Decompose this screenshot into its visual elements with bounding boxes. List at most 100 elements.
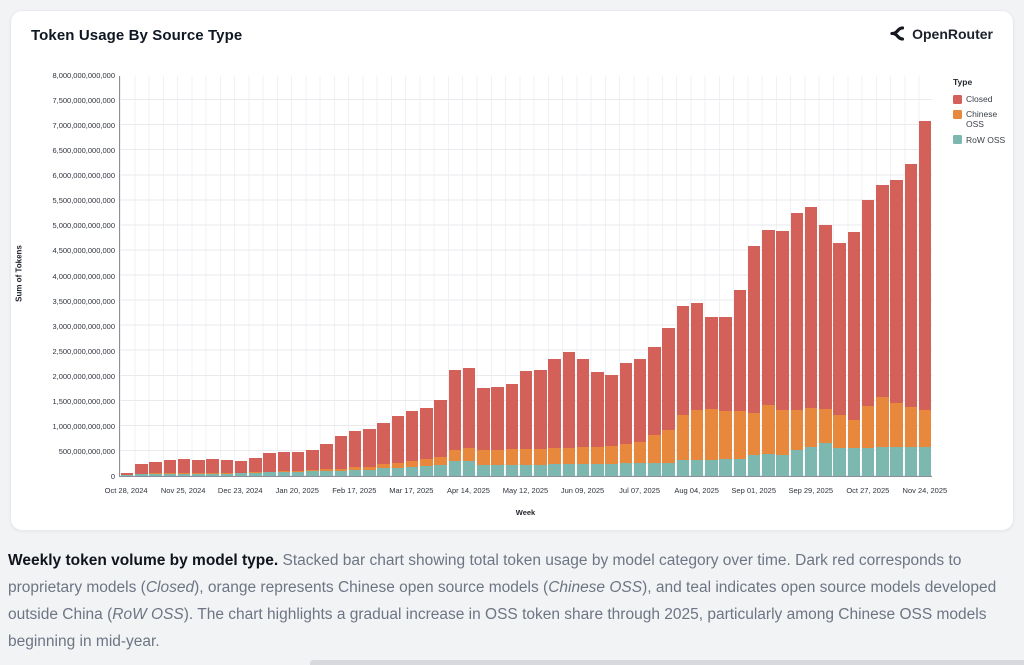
bar-segment-row-oss[interactable]: [306, 471, 319, 476]
bar-segment-row-oss[interactable]: [790, 449, 804, 476]
bar-week-46[interactable]: [776, 76, 790, 476]
bar-segment-closed[interactable]: [804, 206, 818, 409]
bar-week-39[interactable]: [676, 76, 690, 476]
bar-week-54[interactable]: [890, 76, 904, 476]
bar-segment-closed[interactable]: [690, 303, 704, 410]
bar-segment-chinese-oss[interactable]: [690, 409, 704, 460]
bar-segment-chinese-oss[interactable]: [776, 409, 789, 455]
bar-segment-chinese-oss[interactable]: [847, 419, 861, 448]
bar-segment-chinese-oss[interactable]: [391, 463, 405, 469]
bar-segment-row-oss[interactable]: [363, 470, 376, 476]
bar-week-7[interactable]: [220, 76, 234, 476]
bar-segment-closed[interactable]: [676, 306, 690, 415]
bar-week-51[interactable]: [847, 76, 861, 476]
bar-segment-closed[interactable]: [762, 230, 775, 405]
bar-segment-closed[interactable]: [220, 459, 234, 473]
bar-week-8[interactable]: [234, 76, 248, 476]
bar-segment-closed[interactable]: [705, 316, 718, 410]
bar-segment-closed[interactable]: [206, 458, 219, 473]
bar-segment-closed[interactable]: [534, 369, 547, 449]
bar-segment-chinese-oss[interactable]: [790, 409, 804, 450]
bar-segment-row-oss[interactable]: [876, 446, 889, 476]
bar-week-14[interactable]: [320, 76, 334, 476]
bar-segment-row-oss[interactable]: [234, 473, 248, 476]
bar-week-20[interactable]: [405, 76, 419, 476]
bar-segment-closed[interactable]: [149, 461, 162, 474]
bar-segment-chinese-oss[interactable]: [733, 410, 747, 459]
bar-segment-row-oss[interactable]: [477, 465, 490, 476]
bar-week-40[interactable]: [690, 76, 704, 476]
bar-segment-chinese-oss[interactable]: [135, 473, 148, 474]
brand-lockup[interactable]: OpenRouter: [888, 25, 993, 42]
bar-segment-row-oss[interactable]: [405, 466, 419, 476]
bar-segment-row-oss[interactable]: [904, 447, 918, 476]
bar-segment-row-oss[interactable]: [591, 463, 604, 476]
bar-week-34[interactable]: [605, 76, 619, 476]
bar-segment-chinese-oss[interactable]: [876, 396, 889, 447]
bar-segment-row-oss[interactable]: [192, 473, 205, 476]
bar-segment-row-oss[interactable]: [804, 446, 818, 476]
bar-week-31[interactable]: [562, 76, 576, 476]
bar-segment-chinese-oss[interactable]: [377, 463, 390, 469]
bar-segment-closed[interactable]: [890, 179, 903, 403]
bar-segment-row-oss[interactable]: [776, 454, 789, 476]
bar-segment-chinese-oss[interactable]: [334, 468, 348, 471]
bar-segment-chinese-oss[interactable]: [804, 408, 818, 447]
bar-week-48[interactable]: [804, 76, 818, 476]
bar-segment-chinese-oss[interactable]: [249, 471, 262, 473]
bar-segment-closed[interactable]: [562, 351, 576, 448]
bar-week-29[interactable]: [533, 76, 547, 476]
bar-segment-row-oss[interactable]: [534, 464, 547, 476]
bar-week-42[interactable]: [719, 76, 733, 476]
bar-segment-chinese-oss[interactable]: [591, 446, 604, 464]
bar-segment-row-oss[interactable]: [705, 459, 718, 476]
bar-week-13[interactable]: [305, 76, 319, 476]
bar-segment-row-oss[interactable]: [391, 468, 405, 476]
bar-segment-chinese-oss[interactable]: [918, 410, 932, 447]
bar-segment-closed[interactable]: [633, 359, 647, 442]
bar-segment-chinese-oss[interactable]: [462, 448, 476, 461]
bar-segment-closed[interactable]: [306, 450, 319, 470]
bar-week-4[interactable]: [177, 76, 191, 476]
bar-segment-closed[interactable]: [548, 359, 561, 448]
bar-week-3[interactable]: [163, 76, 177, 476]
bar-segment-row-oss[interactable]: [833, 447, 846, 476]
bar-segment-chinese-oss[interactable]: [491, 449, 504, 466]
bar-segment-closed[interactable]: [391, 416, 405, 464]
bar-segment-chinese-oss[interactable]: [363, 466, 376, 470]
bar-segment-row-oss[interactable]: [918, 446, 932, 476]
bar-segment-row-oss[interactable]: [733, 458, 747, 476]
bar-segment-row-oss[interactable]: [576, 463, 590, 476]
bar-segment-row-oss[interactable]: [377, 468, 390, 476]
bar-week-2[interactable]: [149, 76, 163, 476]
bar-week-47[interactable]: [790, 76, 804, 476]
bar-segment-chinese-oss[interactable]: [263, 471, 276, 473]
bar-week-11[interactable]: [277, 76, 291, 476]
bar-segment-closed[interactable]: [605, 374, 618, 447]
bar-segment-closed[interactable]: [405, 410, 419, 462]
bar-segment-chinese-oss[interactable]: [633, 441, 647, 464]
bar-segment-chinese-oss[interactable]: [904, 406, 918, 448]
bar-segment-closed[interactable]: [719, 316, 732, 411]
bar-segment-chinese-oss[interactable]: [206, 473, 219, 474]
bar-segment-row-oss[interactable]: [177, 473, 191, 476]
bar-week-32[interactable]: [576, 76, 590, 476]
bar-segment-row-oss[interactable]: [662, 462, 675, 476]
bar-segment-closed[interactable]: [291, 452, 305, 472]
bar-week-36[interactable]: [633, 76, 647, 476]
bar-week-15[interactable]: [334, 76, 348, 476]
bar-segment-chinese-oss[interactable]: [762, 404, 775, 455]
bar-segment-closed[interactable]: [135, 464, 148, 474]
bar-segment-row-oss[interactable]: [135, 474, 148, 476]
bar-segment-closed[interactable]: [576, 359, 590, 447]
bar-segment-chinese-oss[interactable]: [192, 473, 205, 474]
bar-segment-chinese-oss[interactable]: [619, 444, 633, 464]
bar-segment-row-oss[interactable]: [491, 465, 504, 476]
bar-segment-closed[interactable]: [619, 363, 633, 445]
bar-segment-row-oss[interactable]: [277, 472, 291, 476]
bar-segment-chinese-oss[interactable]: [548, 447, 561, 465]
bar-segment-row-oss[interactable]: [163, 473, 177, 476]
bar-segment-row-oss[interactable]: [847, 447, 861, 476]
bar-segment-chinese-oss[interactable]: [505, 449, 519, 466]
bar-segment-chinese-oss[interactable]: [534, 448, 547, 465]
